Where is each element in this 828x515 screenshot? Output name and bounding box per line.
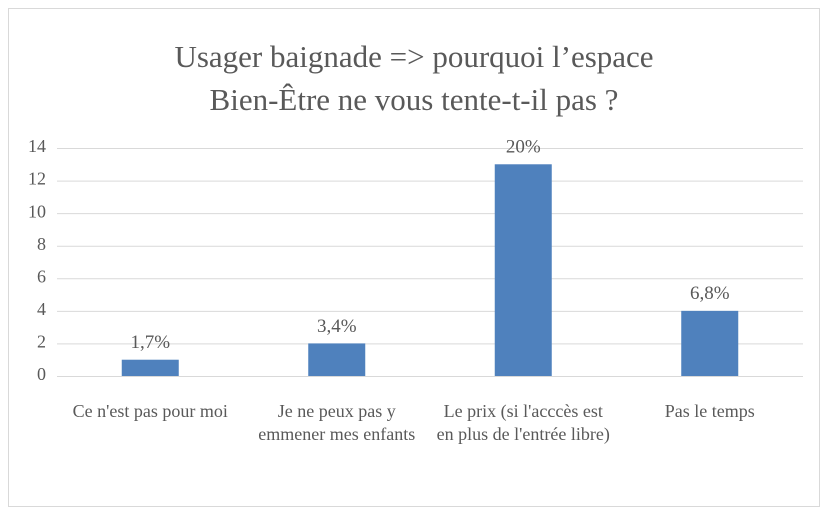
y-tick-label: 2 — [37, 332, 46, 352]
x-tick-label: Ce n'est pas pour moi — [72, 401, 228, 421]
bar — [494, 164, 552, 376]
chart-title: Bien-Être ne vous tente-t-il pas ? — [210, 82, 619, 117]
bar — [308, 343, 366, 376]
data-label: 20% — [506, 137, 541, 158]
data-label: 6,8% — [690, 283, 730, 304]
chart-frame — [8, 8, 820, 507]
x-tick-label: Je ne peux pas y emmener mes enfants — [258, 401, 416, 444]
y-tick-label: 12 — [28, 169, 46, 189]
y-tick-label: 0 — [37, 364, 46, 384]
y-tick-label: 10 — [28, 201, 46, 221]
bar — [681, 310, 739, 376]
bar — [121, 359, 179, 376]
data-label: 1,7% — [130, 332, 170, 353]
y-tick-label: 8 — [37, 234, 46, 254]
y-tick-label: 6 — [37, 266, 46, 286]
y-tick-label: 4 — [37, 299, 46, 319]
data-label: 3,4% — [317, 316, 357, 337]
y-tick-label: 14 — [28, 136, 46, 156]
chart-title: Usager baignade => pourquoi l’espace — [174, 39, 653, 74]
x-tick-label: Pas le temps — [664, 401, 755, 421]
x-tick-label: Le prix (si l'acccès est en plus de l'en… — [436, 401, 610, 444]
